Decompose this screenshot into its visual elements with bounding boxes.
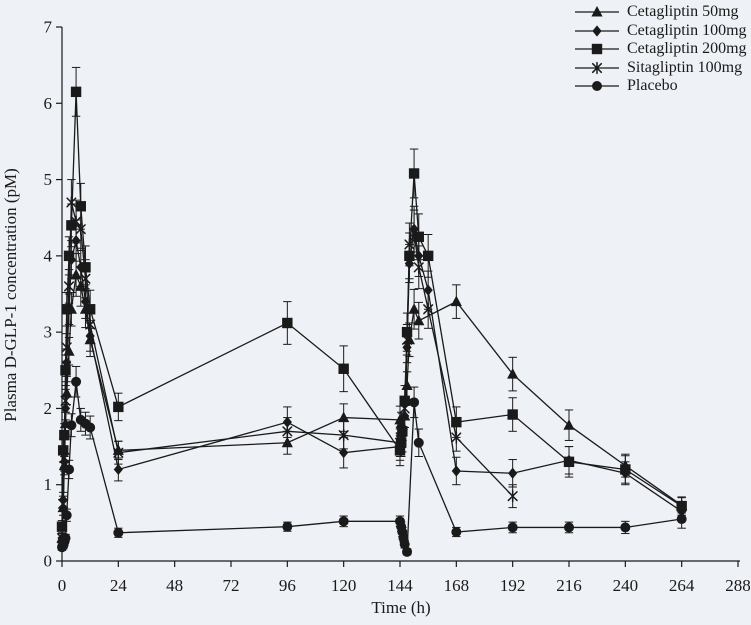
legend-label: Cetagliptin 200mg — [627, 40, 747, 58]
legend-item-cetagliptin-100mg: Cetagliptin 100mg — [574, 22, 747, 41]
x-tick-label: 168 — [444, 576, 470, 595]
x-tick-label: 120 — [331, 576, 357, 595]
series-line — [61, 202, 514, 539]
legend-item-cetagliptin-200mg: Cetagliptin 200mg — [574, 40, 747, 59]
x-tick-label: 192 — [500, 576, 526, 595]
y-tick-label: 6 — [44, 94, 53, 113]
series-markers — [56, 196, 518, 545]
legend: Cetagliptin 50mg Cetagliptin 100mg Cetagli… — [574, 3, 747, 96]
legend-item-placebo: Placebo — [574, 77, 747, 96]
error-bars — [57, 205, 686, 544]
y-tick-label: 5 — [44, 170, 53, 189]
x-tick-label: 48 — [166, 576, 183, 595]
x-tick-label: 24 — [110, 576, 128, 595]
x-tick-label: 72 — [223, 576, 240, 595]
y-axis-title: Plasma D-GLP-1 concentration (pM) — [1, 168, 20, 422]
x-tick-label: 0 — [58, 576, 67, 595]
series-placebo — [57, 365, 687, 557]
series-line — [61, 91, 683, 527]
series-cetagliptin-50mg — [56, 253, 688, 544]
x-tick-label: 240 — [613, 576, 639, 595]
square-marker-icon — [575, 44, 619, 55]
x-axis-title: Time (h) — [371, 598, 431, 617]
y-tick-label: 3 — [44, 323, 53, 342]
legend-label: Sitagliptin 100mg — [627, 58, 743, 76]
series-markers — [57, 223, 687, 544]
legend-label: Placebo — [627, 77, 678, 95]
error-bars — [57, 66, 686, 534]
tick-marks — [56, 26, 739, 567]
legend-item-sitagliptin-100mg: Sitagliptin 100mg — [574, 59, 747, 78]
triangle-marker-icon — [575, 6, 619, 17]
legend-label: Cetagliptin 100mg — [627, 21, 747, 39]
series-cetagliptin-100mg — [57, 205, 687, 544]
x-tick-label: 96 — [279, 576, 296, 595]
y-tick-label: 2 — [44, 399, 53, 418]
diamond-marker-icon — [575, 25, 619, 37]
series-markers — [56, 268, 688, 543]
y-tick-label: 4 — [44, 246, 53, 265]
series-cetagliptin-200mg — [56, 66, 687, 534]
asterisk-marker-icon — [575, 61, 619, 74]
series-line — [61, 272, 683, 539]
series-line — [61, 229, 683, 539]
series-markers — [57, 376, 687, 557]
x-tick-label: 144 — [387, 576, 413, 595]
circle-marker-icon — [575, 81, 619, 92]
series-line — [61, 381, 682, 553]
y-tick-label: 1 — [44, 475, 53, 494]
x-tick-label: 264 — [669, 576, 695, 595]
axes — [61, 27, 740, 562]
tick-labels: 0 24 48 72 96 120 144 168 192 216 240 264 288 0 1 2 3 4 5 6… — [44, 18, 751, 596]
x-tick-label: 288 — [725, 576, 751, 595]
y-tick-label: 7 — [44, 18, 53, 37]
y-tick-label: 0 — [44, 552, 53, 571]
x-tick-label: 216 — [556, 576, 582, 595]
legend-label: Cetagliptin 50mg — [627, 3, 739, 21]
legend-item-cetagliptin-50mg: Cetagliptin 50mg — [574, 3, 747, 22]
error-bars — [57, 253, 686, 544]
series-sitagliptin-100mg — [56, 179, 518, 545]
error-bars — [57, 179, 517, 544]
